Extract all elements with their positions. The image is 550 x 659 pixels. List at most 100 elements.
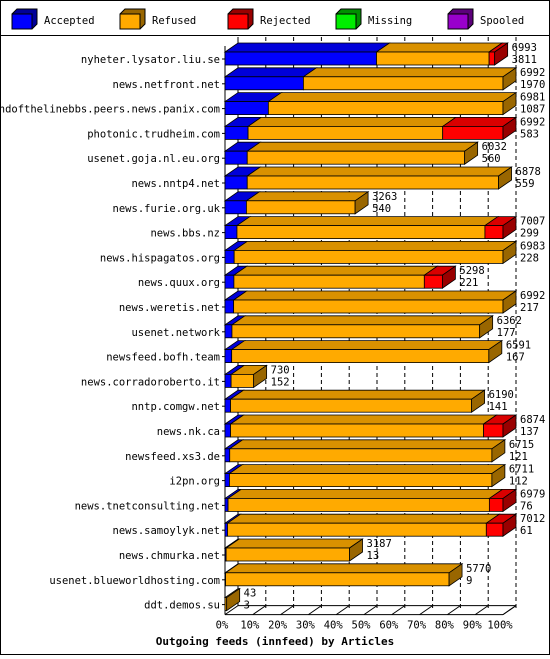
value-total: 6979 (520, 488, 545, 500)
x-tick-label: 40% (324, 620, 344, 632)
floor-tick (474, 605, 489, 616)
value-total: 6992 (520, 290, 545, 302)
category-label: i2pn.org (169, 476, 220, 488)
category-label: newsfeed.bofh.team (106, 352, 220, 364)
axes: 0% 10% 20% 30% 40% 50% 60% 70% 80% 90% 100% (216, 37, 517, 632)
bar-segment-refused (246, 117, 457, 140)
x-tick-label: 50% (352, 620, 372, 632)
legend-label: Missing (368, 15, 412, 27)
value-accepted: 13 (367, 550, 380, 562)
floor-tick (308, 605, 322, 616)
value-total: 6591 (506, 340, 531, 352)
bar-segment-refused (228, 463, 507, 488)
value-accepted: 112 (509, 476, 528, 488)
legend-swatch-rejected (227, 13, 249, 30)
value-total: 43 (244, 588, 257, 600)
value-accepted: 1087 (520, 104, 545, 116)
bar-segment-refused (229, 414, 498, 438)
value-accepted: 121 (509, 451, 528, 463)
bar-segment-refused (226, 488, 504, 512)
value-accepted: 141 (489, 401, 508, 413)
category-label: news.nntp4.net (131, 178, 220, 190)
value-total: 6190 (489, 389, 514, 401)
floor-tick (252, 605, 267, 616)
value-total: 5298 (459, 265, 484, 277)
category-label: news.tnetconsulting.net (75, 500, 220, 512)
x-tick-label: 0% (216, 620, 229, 632)
bar-segment-rejected (487, 42, 509, 66)
bar-segment-refused (245, 191, 370, 215)
value-total: 6715 (509, 439, 534, 451)
value-total: 6983 (520, 240, 545, 252)
legend: Accepted Refused Rejected Missing Spooled (11, 8, 524, 30)
bar-segment-refused (229, 364, 268, 389)
value-accepted: 177 (497, 327, 516, 339)
value-accepted: 3 (244, 600, 250, 612)
value-total: 5770 (466, 563, 491, 575)
value-total: 730 (271, 364, 290, 376)
category-label: usenet.network (131, 327, 220, 339)
legend-swatch-refused (119, 13, 141, 30)
bar-segment-rejected (485, 513, 518, 537)
value-total: 6032 (482, 141, 507, 153)
value-total: 6874 (520, 414, 545, 426)
bar-segment-refused (235, 216, 500, 240)
value-accepted: 540 (372, 203, 391, 215)
value-accepted: 76 (520, 500, 533, 512)
floor-tick (335, 605, 350, 616)
category-label: news.corradoroberto.it (81, 376, 220, 388)
bar-segment-rejected (483, 215, 518, 240)
category-label: news.samoylyk.net (113, 525, 220, 537)
floor-tick (391, 605, 406, 616)
value-accepted: 1970 (520, 79, 545, 91)
category-label: newsfeed.xs3.de (125, 451, 220, 463)
bar-segment-accepted (223, 67, 318, 91)
bar-segment-rejected (423, 265, 457, 289)
x-tick-label: 90% (463, 620, 483, 632)
bar-segment-rejected (488, 488, 518, 513)
bar-segment-refused (245, 141, 479, 165)
legend-swatch-accepted (11, 13, 33, 30)
category-label: news.nk.ca (157, 426, 220, 438)
legend-label: Accepted (44, 15, 95, 27)
category-label: news.bbs.nz (150, 228, 220, 240)
bar-segment-rejected (441, 116, 518, 141)
value-total: 6992 (520, 116, 545, 128)
value-total: 7012 (520, 513, 545, 525)
bar-segment-refused (232, 290, 518, 314)
category-label: news.weretis.net (119, 302, 220, 314)
category-label: usenet.blueworldhosting.com (49, 575, 220, 587)
bar-segment-rejected (482, 414, 518, 438)
chart-title: Outgoing feeds (innfeed) by Articles (156, 635, 394, 648)
value-accepted: 560 (482, 153, 501, 165)
floor-tick (363, 605, 378, 616)
value-total: 3263 (372, 191, 397, 203)
value-total: 6993 (512, 42, 537, 54)
value-total: 6878 (516, 166, 541, 178)
value-total: 6362 (497, 315, 522, 327)
legend-label: Rejected (260, 15, 311, 27)
category-label: ddt.demos.su (144, 600, 220, 612)
value-accepted: 137 (520, 426, 539, 438)
category-label: photonic.trudheim.com (87, 128, 220, 140)
x-tick-label: 20% (268, 620, 288, 632)
category-label: news.hispagatos.org (100, 252, 220, 264)
value-accepted: 9 (466, 575, 472, 587)
x-tick-label: 100% (487, 620, 513, 632)
category-label: nntp.comgw.net (131, 401, 220, 413)
x-tick-label: 10% (240, 620, 260, 632)
value-accepted: 583 (520, 128, 539, 140)
bar-segment-refused (223, 587, 241, 612)
value-accepted: 221 (459, 277, 478, 289)
bar-segment-refused (224, 538, 364, 562)
bar-segment-refused (229, 389, 486, 413)
value-accepted: 559 (516, 178, 535, 190)
category-label: endofthelinebbs.peers.news.panix.com (0, 104, 220, 116)
bars (223, 42, 518, 612)
x-tick-label: 80% (435, 620, 455, 632)
floor-tick (280, 605, 294, 616)
value-total: 6981 (520, 92, 545, 104)
floor-right-line (502, 605, 517, 616)
